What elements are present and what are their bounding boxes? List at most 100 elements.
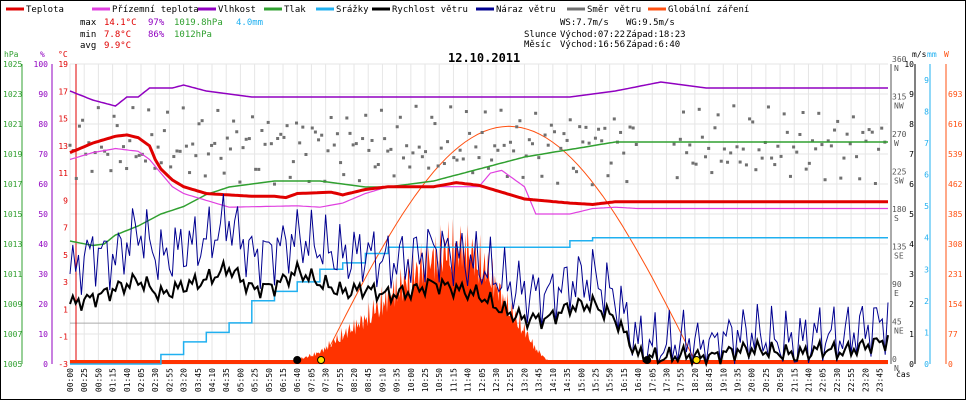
wind-direction-point (257, 167, 261, 171)
tick-label-wind-dir: 0 (892, 355, 897, 364)
wind-direction-point (474, 145, 478, 149)
tick-label-humidity: 90 (38, 90, 48, 99)
wind-direction-point (291, 160, 295, 164)
series-line-teplota (69, 133, 888, 207)
tick-label-wind-speed: 6 (909, 180, 914, 189)
tick-label-humidity: 10 (38, 330, 48, 339)
sunrise-marker (317, 356, 326, 364)
wind-direction-point (877, 147, 881, 151)
tick-label-rain: 9 (924, 76, 929, 85)
wind-direction-point (411, 151, 415, 155)
wind-direction-point (744, 163, 748, 167)
wind-direction-point (424, 150, 428, 154)
tick-label-time: 08:20 (350, 368, 359, 392)
radiation-area (285, 218, 559, 364)
wind-direction-point (810, 139, 814, 143)
wind-speed-stat: WS:7.7m/s (560, 18, 609, 28)
legend-item-teplota: Teplota (6, 5, 64, 15)
wind-direction-point (184, 144, 188, 148)
wind-direction-point (436, 164, 440, 168)
tick-label-temp: -1 (58, 333, 68, 342)
wind-direction-point (496, 148, 500, 152)
tick-label-time: 20:50 (776, 368, 785, 392)
tick-label-time: 10:50 (435, 368, 444, 392)
wind-direction-point (870, 130, 874, 134)
wind-direction-point (464, 110, 468, 114)
wind-direction-point (159, 161, 163, 165)
wind-direction-point (880, 126, 884, 130)
wind-direction-point (716, 113, 720, 117)
wind-direction-point (288, 175, 292, 179)
tick-label-time: 00:00 (66, 368, 75, 392)
tick-label-wind-speed: 8 (909, 120, 914, 129)
wind-direction-point (593, 136, 597, 140)
tick-label-temp: 9 (63, 196, 68, 205)
unit-cas: čas (896, 369, 911, 379)
svg-text:Srážky: Srážky (336, 5, 369, 15)
wind-direction-point (81, 118, 85, 122)
wind-direction-point (710, 171, 714, 175)
wind-direction-point (483, 110, 487, 114)
wind-direction-point (206, 152, 210, 156)
wind-direction-point (310, 126, 314, 130)
tick-label-time: 03:20 (180, 368, 189, 392)
tick-label-wind-speed: 3 (909, 270, 914, 279)
wind-direction-point (389, 147, 393, 151)
wind-direction-point (121, 145, 125, 149)
wind-direction-point (96, 106, 100, 110)
tick-label-wind-dir: E (894, 289, 899, 298)
wind-direction-point (619, 130, 623, 134)
wind-direction-point (326, 149, 330, 153)
wind-direction-point (691, 161, 695, 165)
wind-direction-point (414, 104, 418, 108)
wind-direction-point (417, 145, 421, 149)
tick-label-wind-dir: 135 (892, 243, 907, 252)
wind-direction-point (188, 171, 192, 175)
tick-label-pressure: 1007 (3, 330, 22, 339)
moonrise-marker (643, 356, 652, 364)
wind-direction-point (741, 147, 745, 151)
wind-direction-point (801, 111, 805, 115)
tick-label-time: 05:25 (251, 368, 260, 392)
tick-label-time: 22:05 (819, 368, 828, 392)
svg-text:Vlhkost: Vlhkost (218, 5, 256, 15)
wind-direction-point (269, 142, 273, 146)
wind-direction-point (345, 116, 349, 120)
wind-direction-point (776, 144, 780, 148)
wind-direction-point (873, 182, 877, 186)
tick-label-time: 15:00 (577, 368, 586, 392)
tick-label-time: 22:55 (847, 368, 856, 392)
wind-direction-point (342, 173, 346, 177)
wind-direction-point (137, 153, 141, 157)
wind-direction-point (600, 139, 604, 143)
stats-block: max 14.1°C 97% 1019.8hPa 4.0mm min 7.8°C… (80, 18, 263, 51)
wind-direction-point (546, 143, 550, 147)
wind-direction-point (112, 114, 116, 118)
sun-label: Slunce (524, 30, 557, 40)
tick-label-radiation: 77 (948, 330, 958, 339)
wind-direction-point (625, 180, 629, 184)
wind-direction-point (74, 176, 78, 180)
series-line-rychlost-větru (69, 257, 889, 368)
wind-direction-point (864, 139, 868, 143)
tick-label-rain: 2 (924, 297, 929, 306)
wind-direction-point (534, 111, 538, 115)
wind-direction-point (162, 129, 166, 133)
sun-rise: Východ:07:22 (560, 30, 625, 40)
tick-label-time: 11:15 (449, 368, 458, 392)
wind-direction-point (722, 147, 726, 151)
wind-direction-point (587, 141, 591, 145)
wind-direction-point (273, 182, 276, 186)
tick-label-wind-speed: 2 (909, 300, 914, 309)
tick-label-time: 07:55 (336, 368, 345, 392)
wind-direction-point (515, 125, 519, 129)
svg-text:Náraz větru: Náraz větru (496, 5, 556, 15)
wind-direction-point (181, 106, 185, 110)
tick-label-radiation: 616 (948, 120, 963, 129)
wind-direction-point (521, 175, 525, 179)
legend-item-globalni-zareni: Globální záření (648, 5, 749, 15)
wind-direction-point (304, 152, 308, 156)
wind-direction-point (320, 133, 324, 137)
wind-direction-point (754, 168, 758, 172)
tick-label-temp: 19 (58, 60, 68, 69)
